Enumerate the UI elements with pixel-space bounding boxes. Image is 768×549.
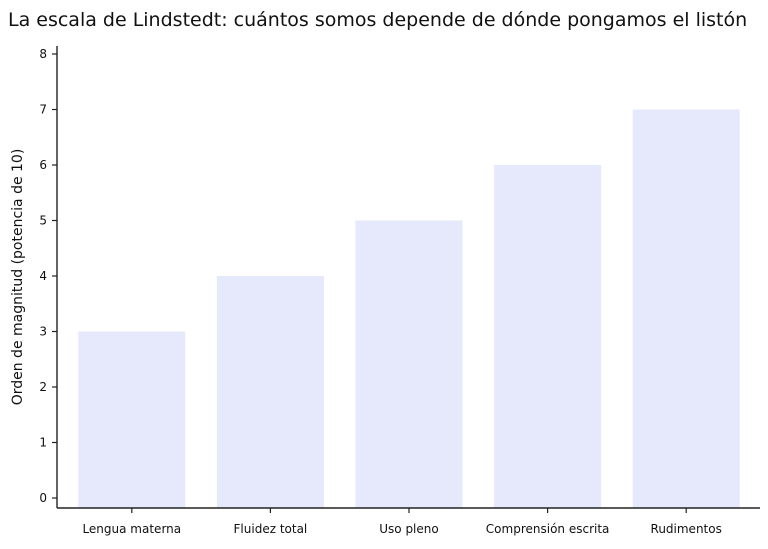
- y-axis: 0 1 2 3 4 5 6 7 8: [39, 46, 58, 508]
- x-tick-label-1: Fluidez total: [234, 522, 308, 536]
- y-tick-label-0: 0: [39, 491, 47, 505]
- y-tick-label-1: 1: [39, 436, 47, 450]
- bar-4: [632, 109, 740, 508]
- x-tick-label-0: Lengua materna: [82, 522, 181, 536]
- bar-1: [216, 276, 324, 508]
- bars-group: [78, 109, 740, 508]
- y-tick-label-5: 5: [39, 214, 47, 228]
- y-axis-title: Orden de magnitud (potencia de 10): [10, 149, 26, 406]
- y-tick-label-2: 2: [39, 380, 47, 394]
- x-tick-label-2: Uso pleno: [379, 522, 438, 536]
- y-tick-label-6: 6: [39, 158, 47, 172]
- y-tick-label-4: 4: [39, 269, 47, 283]
- x-axis: Lengua materna Fluidez total Uso pleno Comp…: [57, 507, 760, 536]
- bar-0: [78, 331, 186, 508]
- x-tick-label-3: Comprensión escrita: [486, 522, 610, 536]
- y-tick-label-3: 3: [39, 325, 47, 339]
- bar-3: [494, 165, 602, 508]
- x-tick-label-4: Rudimentos: [651, 522, 722, 536]
- y-tick-label-8: 8: [39, 47, 47, 61]
- chart-title: La escala de Lindstedt: cuántos somos de…: [8, 9, 748, 31]
- bar-2: [355, 220, 463, 508]
- y-tick-label-7: 7: [39, 103, 47, 117]
